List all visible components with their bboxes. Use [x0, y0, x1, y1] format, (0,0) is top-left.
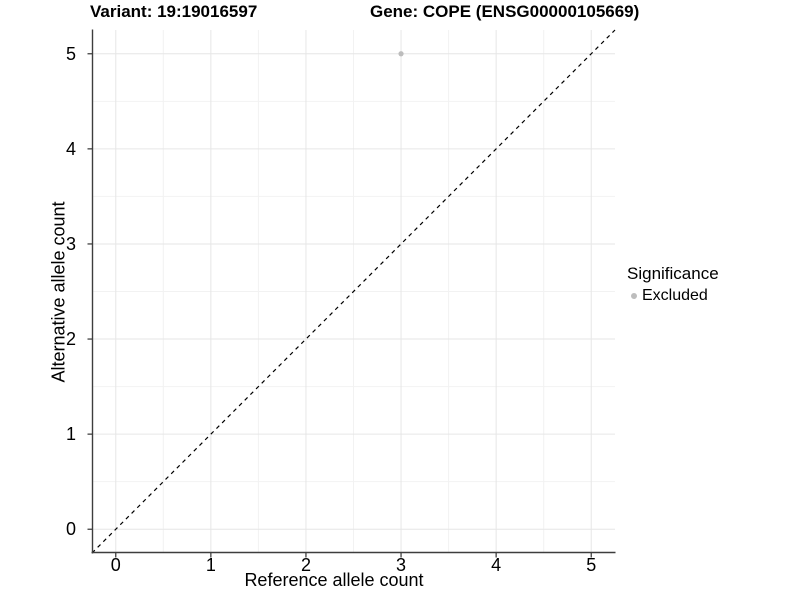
x-tick-label: 2 [300, 555, 311, 575]
x-tick-label: 3 [396, 555, 407, 575]
y-tick-label: 5 [65, 43, 76, 64]
legend-point-swatch [631, 292, 637, 299]
scatter-plot-svg [87, 29, 616, 558]
x-axis-title: Reference allele count [244, 570, 424, 590]
y-axis-title: Alternative allele count [48, 201, 69, 383]
plot-title-variant: Variant: 19:19016597 [90, 2, 258, 21]
legend-item-excluded: Excluded [627, 286, 719, 305]
x-tick-label: 0 [110, 555, 121, 575]
y-tick-label: 2 [65, 329, 76, 350]
legend-title: Significance [627, 264, 719, 283]
x-tick-label: 4 [491, 555, 502, 575]
x-tick-label: 5 [586, 555, 597, 575]
legend: Significance Excluded [627, 264, 719, 305]
x-tick-label: 1 [205, 555, 216, 575]
y-tick-label: 0 [65, 519, 76, 540]
y-tick-label: 3 [65, 233, 76, 254]
plot-panel [87, 29, 616, 558]
plot-title-gene: Gene: COPE (ENSG00000105669) [370, 2, 640, 21]
y-tick-label: 1 [65, 424, 76, 445]
legend-item-label: Excluded [642, 287, 708, 304]
y-tick-label: 4 [65, 138, 76, 159]
